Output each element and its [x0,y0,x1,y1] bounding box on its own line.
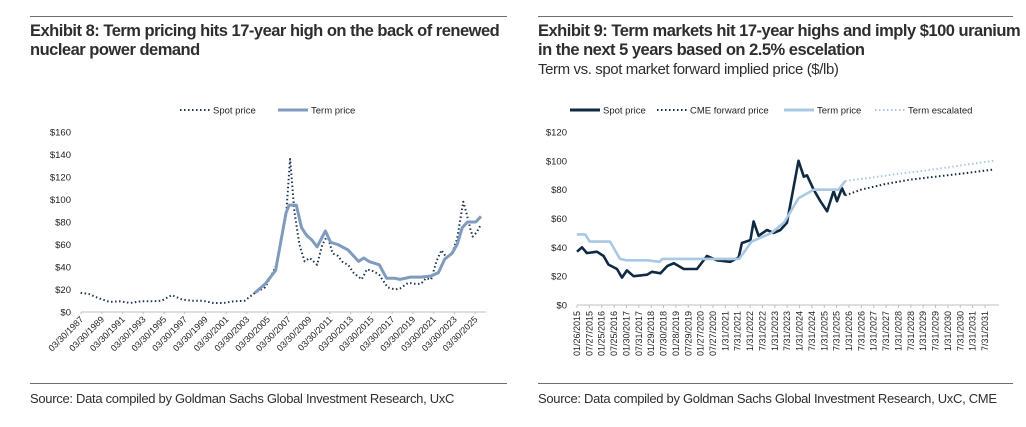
exhibit-8-header: Exhibit 8: Term pricing hits 17-year hig… [30,22,515,60]
x-tick-label: 1/31/2029 [918,311,928,351]
x-tick-label: 01/26/2015 [572,311,582,356]
y-tick-label: $0 [556,301,567,312]
y-tick-label: $20 [55,285,71,296]
y-tick-label: $100 [546,156,567,167]
series-line-term-price [253,203,483,295]
legend-label: CME forward price [690,106,769,117]
x-tick-label: 7/31/2023 [782,311,792,351]
x-tick-label: 1/31/2027 [869,311,879,351]
bottom-divider [538,383,1013,384]
exhibit-8-chart: $0$20$40$60$80$100$120$140$16003/30/1987… [46,106,486,353]
y-tick-label: $120 [50,173,71,184]
y-tick-label: $100 [50,195,71,206]
series-line-cme-forward-price [844,168,994,197]
exhibit-9-subtitle: Term vs. spot market forward implied pri… [538,61,839,78]
x-tick-label: 07/31/2017 [634,311,644,356]
legend-label: Spot price [213,106,256,117]
y-tick-label: $0 [60,308,71,319]
x-tick-label: 01/25/2016 [597,311,607,356]
x-tick-label: 7/31/2025 [832,311,842,351]
legend-label: Term price [311,106,355,117]
exhibit-8-source: Source: Data compiled by Goldman Sachs G… [30,391,455,406]
y-tick-label: $160 [50,128,71,139]
x-tick-label: 1/31/2024 [795,311,805,351]
x-tick-label: 7/31/2028 [906,311,916,351]
x-tick-label: 07/30/2018 [659,311,669,356]
x-tick-label: 7/31/2031 [980,311,990,351]
x-tick-label: 1/31/2021 [720,311,730,351]
x-tick-label: 7/31/2021 [733,311,743,351]
x-tick-label: 07/25/2016 [609,311,619,356]
legend-label: Spot price [603,106,646,117]
bottom-divider [30,383,507,384]
x-tick-label: 1/31/2030 [943,311,953,351]
x-tick-label: 7/31/2027 [881,311,891,351]
x-tick-label: 7/31/2024 [807,311,817,351]
x-tick-label: 07/27/2015 [584,311,594,356]
x-tick-label: 1/31/2022 [745,311,755,351]
x-tick-label: 1/31/2031 [968,311,978,351]
series-line-term-escalated [845,159,994,182]
y-tick-label: $60 [551,214,567,225]
exhibit-9-header: Exhibit 9: Term markets hit 17-year high… [538,22,1023,79]
y-tick-label: $80 [55,218,71,229]
y-tick-label: $60 [55,240,71,251]
x-tick-label: 07/27/2020 [708,311,718,356]
x-tick-label: 1/31/2028 [893,311,903,351]
series-line-spot-price [80,158,482,304]
x-tick-label: 01/28/2019 [671,311,681,356]
x-tick-label: 07/29/2019 [683,311,693,356]
legend-label: Term price [817,106,861,117]
top-divider [30,16,507,17]
x-tick-label: 1/31/2026 [844,311,854,351]
x-tick-label: 1/31/2025 [819,311,829,351]
y-tick-label: $20 [551,272,567,283]
exhibit-9-source: Source: Data compiled by Goldman Sachs G… [538,391,997,406]
y-tick-label: $80 [551,185,567,196]
x-tick-label: 7/31/2026 [856,311,866,351]
x-tick-label: 7/31/2030 [955,311,965,351]
y-tick-label: $120 [546,128,567,139]
x-tick-label: 7/31/2029 [931,311,941,351]
y-tick-label: $140 [50,150,71,161]
x-tick-label: 01/27/2020 [696,311,706,356]
x-tick-label: 01/30/2017 [621,311,631,356]
top-divider [538,16,1013,17]
y-tick-label: $40 [551,243,567,254]
y-tick-label: $40 [55,263,71,274]
x-tick-label: 1/31/2023 [770,311,780,351]
legend-label: Term escalated [908,106,972,117]
x-tick-label: 01/29/2018 [646,311,656,356]
x-tick-label: 7/31/2022 [757,311,767,351]
series-line-term-price [576,180,847,264]
exhibit-9-title: Exhibit 9: Term markets hit 17-year high… [538,22,1021,59]
exhibit-8-title: Exhibit 8: Term pricing hits 17-year hig… [30,22,500,59]
